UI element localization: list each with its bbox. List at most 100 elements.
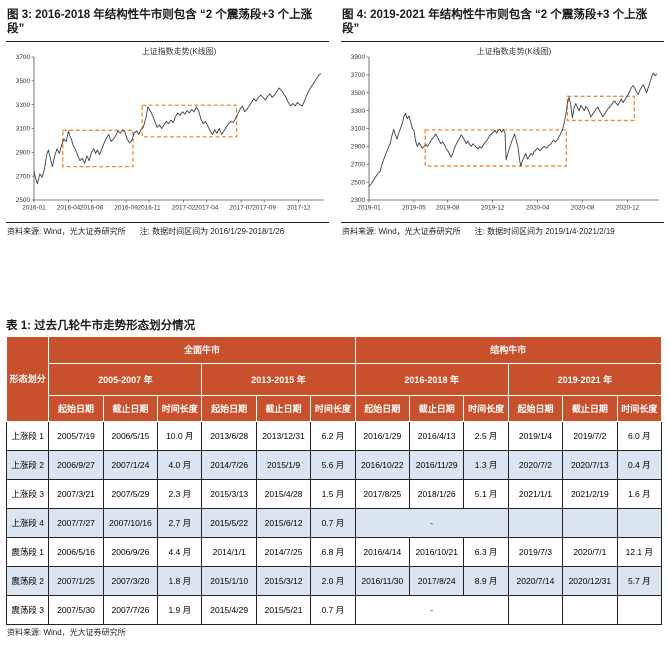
y-tick-label: 2900	[16, 149, 31, 156]
table-cell: 2005/7/19	[48, 420, 104, 451]
x-tick-label: 2019-05	[402, 204, 426, 211]
table-row: 上涨段 3 2007/3/21 2007/5/29 2.3 月 2015/3/13 201…	[5, 478, 663, 509]
y-tick-label: 2500	[351, 179, 366, 186]
group-header: 结构牛市	[354, 335, 663, 364]
table-cell: 2020/7/1	[562, 536, 618, 567]
table-cell: 2017/8/24	[409, 565, 465, 596]
table-cell: 5.1 月	[463, 478, 509, 509]
table-cell: 2007/5/29	[102, 478, 159, 509]
table-body: 上涨段 1 2005/7/19 2006/5/15 10.0 月 2013/6/28 20…	[5, 420, 663, 625]
figure-4-source: 资料来源: Wind，光大证券研究所	[342, 226, 461, 236]
figure-3-line-chart: 2500 2700 2900 3100 3300 3500 3700 2016-01 2016-…	[16, 46, 324, 211]
x-tick-label: 2016-04	[57, 204, 81, 211]
phase-label-cell: 上涨段 1	[5, 420, 50, 451]
index-price-line	[33, 73, 321, 184]
table-cell: 2006/9/27	[48, 449, 104, 480]
x-tick-label: 2019-08	[436, 204, 460, 211]
x-tick-label: 2019-01	[357, 204, 381, 211]
table-cell: 2013/6/28	[201, 420, 257, 451]
figures-row: 图 3: 2016-2018 年结构性牛市则包含 “2 个震荡段+3 个上涨段”…	[6, 7, 664, 237]
table-cell: 2017/8/25	[354, 478, 411, 509]
table-cell-merged: -	[354, 507, 509, 538]
table-cell: 2021/2/19	[562, 478, 618, 509]
period-header: 2019-2021 年	[507, 362, 663, 396]
y-tick-label: 3500	[351, 90, 366, 97]
table-cell	[507, 594, 564, 625]
table-cell: 2019/7/2	[562, 420, 618, 451]
table-cell	[616, 594, 663, 625]
y-tick-label: 3700	[16, 54, 31, 61]
table-row: 震荡段 3 2007/5/30 2007/7/26 1.9 月 2015/4/29 201…	[5, 594, 663, 625]
table-row: 震荡段 2 2007/1/25 2007/3/20 1.8 月 2015/1/10 201…	[5, 565, 663, 596]
table-cell	[562, 594, 618, 625]
column-header: 起始日期	[507, 394, 564, 422]
table-cell: 2015/6/12	[255, 507, 312, 538]
x-tick-label: 2016-06	[80, 204, 104, 211]
x-tick-label: 2020-08	[571, 204, 595, 211]
x-tick-label: 2016-09	[114, 204, 138, 211]
figure-4-panel: 图 4: 2019-2021 年结构性牛市则包含 “2 个震荡段+3 个上涨段”…	[341, 7, 664, 237]
table-title: 表 1: 过去几轮牛市走势形态划分情况	[6, 319, 196, 332]
table-cell: 2.0 月	[310, 565, 356, 596]
table-cell: 2015/3/13	[201, 478, 257, 509]
x-tick-label: 2017-07	[229, 204, 253, 211]
consolidation-zone-box	[566, 95, 635, 121]
figure-4-chart-wrap: 2300 2500 2700 2900 3100 3300 3500 3700 3900 2019…	[341, 42, 664, 221]
table-cell: 0.4 月	[616, 449, 663, 480]
table-cell: 8.9 月	[463, 565, 509, 596]
x-tick-label: 2016-11	[138, 204, 161, 211]
table-cell: 1.9 月	[157, 594, 203, 625]
table-cell: 2015/5/21	[255, 594, 312, 625]
figure-3-chart-wrap: 2500 2700 2900 3100 3300 3500 3700 2016-01 2016-…	[6, 42, 329, 221]
phase-label-cell: 震荡段 3	[5, 594, 50, 625]
table-cell	[507, 507, 564, 538]
x-tick-label: 2016-01	[22, 204, 46, 211]
table-cell: 2020/12/31	[562, 565, 618, 596]
table-cell: 5.6 月	[310, 449, 356, 480]
group-header: 全面牛市	[48, 335, 356, 364]
figure-4-title: 图 4: 2019-2021 年结构性牛市则包含 “2 个震荡段+3 个上涨段”	[341, 7, 664, 42]
corner-header: 形态划分	[5, 335, 50, 422]
header-row-columns: 起始日期 截止日期 时间长度 起始日期 截止日期 时间长度 起始日期 截止日期 时间长度 起始日期…	[7, 394, 663, 422]
table-cell: 2014/7/26	[201, 449, 257, 480]
y-tick-label: 3100	[351, 125, 366, 132]
table-cell: 2.7 月	[157, 507, 203, 538]
period-header: 2016-2018 年	[354, 362, 509, 396]
table-cell: 2007/7/27	[48, 507, 104, 538]
table-cell: 2021/1/1	[507, 478, 564, 509]
x-tick-label: 2017-12	[287, 204, 311, 211]
figure-3-note: 资料来源: Wind，光大证券研究所 注: 数据时间区间为 2016/1/29-…	[6, 221, 329, 237]
table-cell: 2007/3/21	[48, 478, 104, 509]
table-row: 上涨段 2 2006/9/27 2007/1/24 4.0 月 2014/7/26 201…	[5, 449, 663, 480]
table-cell: 4.0 月	[157, 449, 203, 480]
table-cell: 2014/7/25	[255, 536, 312, 567]
table-cell	[562, 507, 618, 538]
header-row-groups: 形态划分 全面牛市 结构牛市	[5, 335, 663, 422]
table-cell: 2013/12/31	[255, 420, 312, 451]
table-cell: 2014/1/1	[201, 536, 257, 567]
table-cell: 10.0 月	[157, 420, 203, 451]
table-cell: 2006/5/15	[102, 420, 159, 451]
chart-inner-title: 上证指数走势(K线图)	[142, 46, 217, 56]
table-cell: 1.3 月	[463, 449, 509, 480]
figure-3-title: 图 3: 2016-2018 年结构性牛市则包含 “2 个震荡段+3 个上涨段”	[6, 7, 329, 42]
table-cell: 2020/7/14	[507, 565, 564, 596]
table-cell: 0.7 月	[310, 594, 356, 625]
column-header: 时间长度	[310, 394, 356, 422]
table-cell: 1.6 月	[616, 478, 663, 509]
table-cell: 2015/4/29	[201, 594, 257, 625]
table-cell: 2007/5/30	[48, 594, 104, 625]
table-source: 资料来源: Wind，光大证券研究所	[7, 627, 126, 637]
table-cell: 2016/11/29	[409, 449, 465, 480]
consolidation-zone-box	[141, 104, 238, 138]
table-cell: 2016/10/22	[354, 449, 411, 480]
period-header: 2013-2015 年	[201, 362, 356, 396]
table-cell: 2015/4/28	[255, 478, 312, 509]
column-header: 起始日期	[201, 394, 257, 422]
figure-4-note: 资料来源: Wind，光大证券研究所 注: 数据时间区间为 2019/1/4-2…	[341, 221, 664, 237]
table-cell: 2006/5/16	[48, 536, 104, 567]
y-tick-label: 3100	[16, 125, 31, 132]
table-cell: 2015/1/10	[201, 565, 257, 596]
period-header: 2005-2007 年	[48, 362, 203, 396]
figure-3-date-range-note: 注: 数据时间区间为 2016/1/29-2018/1/26	[139, 226, 285, 236]
